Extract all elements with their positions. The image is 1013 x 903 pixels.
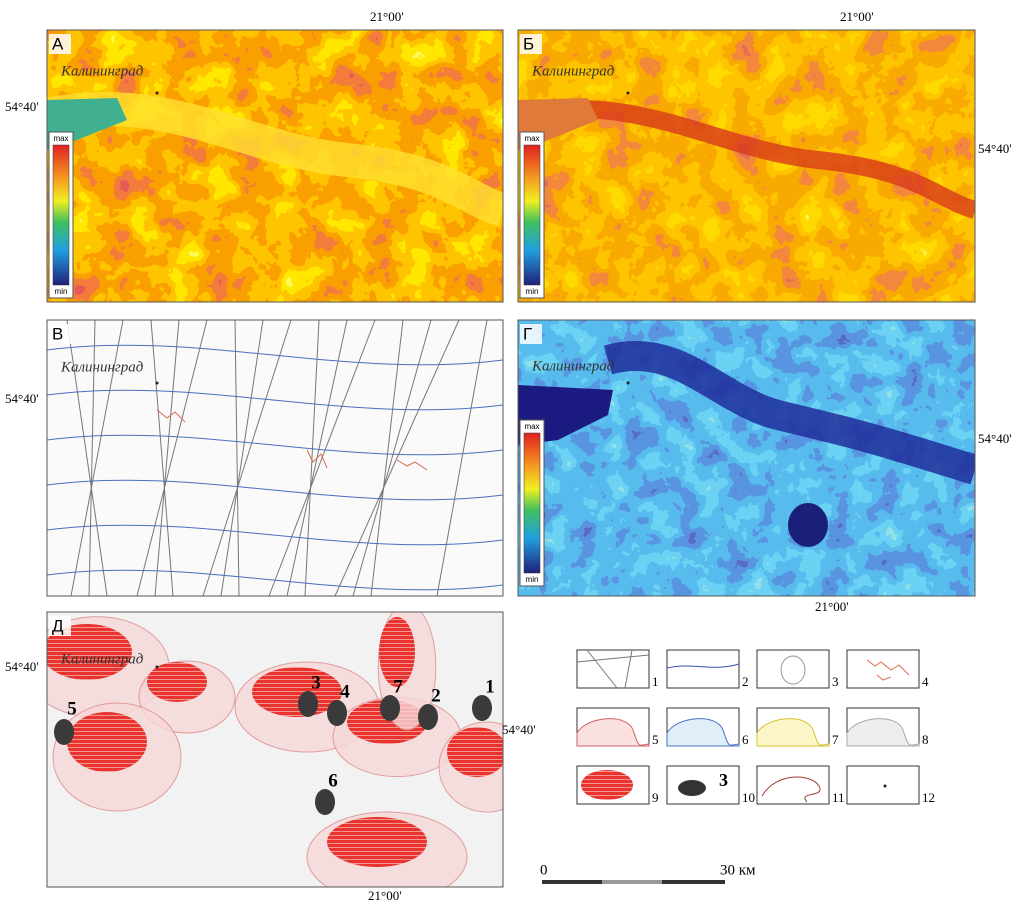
legend-number: 2: [742, 674, 749, 689]
scale-segment: [542, 880, 602, 884]
colorbar-min: min: [55, 287, 68, 296]
city-label: Калининград: [60, 63, 144, 79]
body-number: 4: [340, 681, 350, 702]
legend-number: 7: [832, 732, 839, 747]
figure: А Калининград 54°40' 21°00' max min Б Калинингр…: [0, 0, 1013, 903]
city-dot: [627, 92, 630, 95]
landslide-body: [327, 700, 347, 726]
coordinate-label: 54°40': [5, 659, 39, 674]
city-dot: [156, 92, 159, 95]
panel-letter: Б: [523, 34, 534, 53]
legend-swatch: [847, 766, 919, 804]
body-number: 2: [431, 685, 441, 706]
colorbar-max: max: [524, 422, 539, 431]
landslide-body: [315, 789, 335, 815]
panel-letter: Д: [52, 616, 64, 635]
colorbar-min: min: [526, 287, 539, 296]
body-number: 6: [328, 770, 338, 791]
city-dot: [627, 382, 630, 385]
legend-number: 8: [922, 732, 929, 747]
coordinate-label: 54°40': [978, 431, 1012, 446]
landslide-body: [54, 719, 74, 745]
body-number: 5: [67, 698, 77, 719]
legend-number: 5: [652, 732, 659, 747]
body-number: 7: [393, 676, 403, 697]
body-number: 1: [485, 676, 495, 697]
colorbar: [53, 145, 69, 285]
coordinate-label: 21°00': [840, 9, 874, 24]
scale-label: 0: [540, 862, 548, 878]
legend-number: 6: [742, 732, 749, 747]
legend-number: 3: [832, 674, 839, 689]
coordinate-label: 21°00': [370, 9, 404, 24]
coordinate-label: 21°00': [368, 888, 402, 903]
scale-segment: [602, 880, 662, 884]
legend-sample: [884, 785, 887, 788]
legend-number: 11: [832, 790, 845, 805]
colorbar-max: max: [53, 134, 68, 143]
colorbar-max: max: [524, 134, 539, 143]
scale-label: 30 км: [720, 862, 756, 878]
legend-number: 1: [652, 674, 659, 689]
legend-sample: [581, 770, 633, 800]
coordinate-label: 54°40': [5, 391, 39, 406]
legend-number: 12: [922, 790, 935, 805]
legend-number: 4: [922, 674, 929, 689]
panel-letter: А: [52, 34, 64, 53]
coordinate-label: 54°40': [5, 99, 39, 114]
city-dot: [156, 382, 159, 385]
landslide-body: [298, 691, 318, 717]
legend-sample: [678, 780, 706, 796]
colorbar-min: min: [526, 575, 539, 584]
scale-segment: [662, 880, 725, 884]
coordinate-label: 54°40': [502, 722, 536, 737]
legend-number: 10: [742, 790, 755, 805]
legend-swatch: [667, 650, 739, 688]
legend-sample-label: 3: [719, 770, 728, 790]
map-panel: [25, 604, 535, 902]
city-label: Калининград: [60, 651, 144, 667]
zone-red: [327, 817, 427, 867]
body-number: 3: [311, 672, 321, 693]
landslide-body: [380, 695, 400, 721]
legend-swatch: [847, 650, 919, 688]
colorbar: [524, 433, 540, 573]
panel-letter: Г: [523, 324, 532, 343]
legend-number: 9: [652, 790, 659, 805]
landslide-body: [418, 704, 438, 730]
city-dot: [156, 666, 159, 669]
zone-red: [447, 727, 507, 777]
city-label: Калининград: [531, 358, 615, 374]
coordinate-label: 21°00': [815, 599, 849, 614]
panel-letter: В: [52, 324, 63, 343]
city-label: Калининград: [531, 63, 615, 79]
colorbar: [524, 145, 540, 285]
city-label: Калининград: [60, 359, 144, 375]
lake: [788, 503, 828, 547]
landslide-body: [472, 695, 492, 721]
coordinate-label: 54°40': [978, 141, 1012, 156]
zone-red: [67, 712, 147, 772]
